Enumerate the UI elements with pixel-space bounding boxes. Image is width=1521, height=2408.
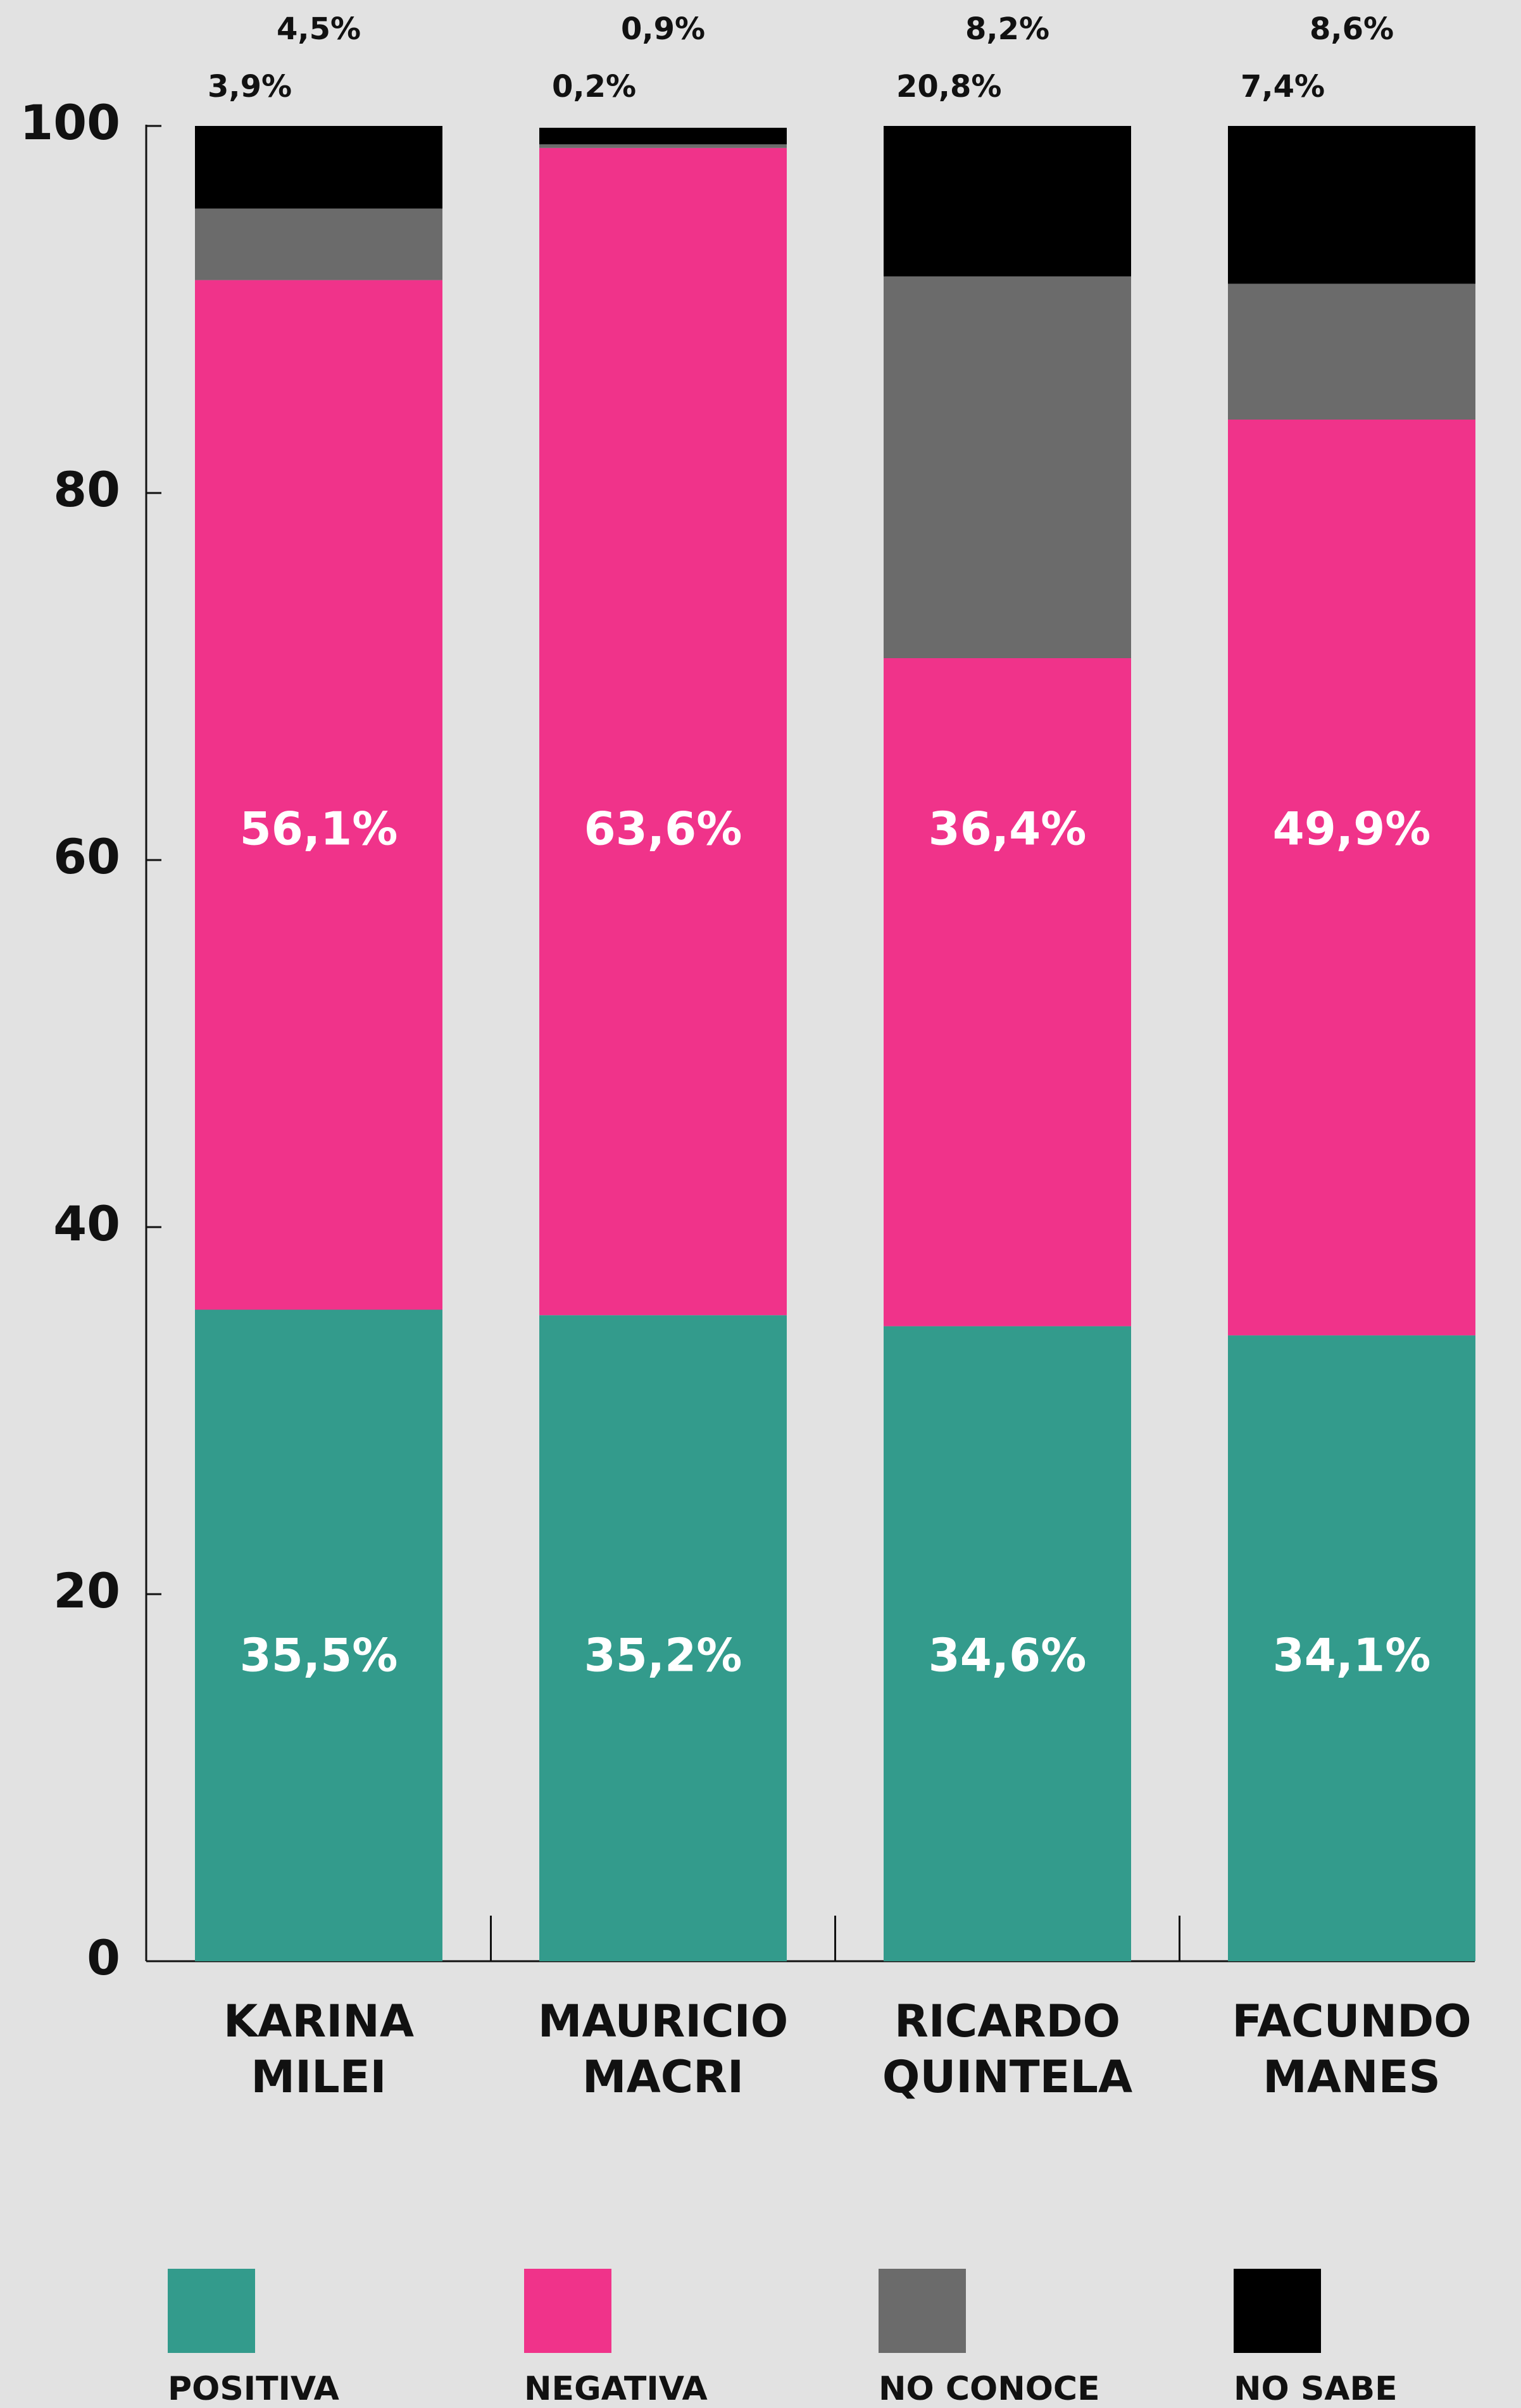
value-label: 7,4% xyxy=(1241,69,1325,104)
bar-segment xyxy=(1228,420,1475,1335)
legend-swatch xyxy=(1234,2269,1321,2353)
value-label: 49,9% xyxy=(1273,802,1431,856)
y-tick-label: 60 xyxy=(53,828,120,885)
value-label: 35,2% xyxy=(584,1629,742,1682)
bar-segment xyxy=(195,209,442,280)
page: 0 20 40 60 80 100 35,5% 56,1% 3,9% 4,5% 35,2% 63,6%… xyxy=(0,0,1521,2408)
value-label: 56,1% xyxy=(240,802,398,856)
bar-segment xyxy=(884,658,1131,1326)
bar-segment xyxy=(195,280,442,1310)
bar-segment xyxy=(539,144,787,148)
value-label: 0,2% xyxy=(552,69,636,104)
category-label: KARINA MILEI xyxy=(223,1993,414,2105)
y-tick-label: 20 xyxy=(53,1563,120,1619)
bar-segment xyxy=(1228,284,1475,420)
value-label: 63,6% xyxy=(584,802,742,856)
legend-swatch xyxy=(879,2269,966,2353)
y-tick-label: 100 xyxy=(20,94,120,151)
bar-segment xyxy=(884,277,1131,658)
bar-segment xyxy=(539,148,787,1315)
legend-swatch xyxy=(168,2269,255,2353)
y-tick-label: 80 xyxy=(53,461,120,518)
bar-segment xyxy=(1228,126,1475,284)
value-label: 34,1% xyxy=(1273,1629,1431,1682)
legend-swatch xyxy=(524,2269,611,2353)
category-label: FACUNDO MANES xyxy=(1232,1993,1471,2105)
value-label: 0,9% xyxy=(621,11,705,47)
value-label: 34,6% xyxy=(929,1629,1087,1682)
legend-label: POSITIVA xyxy=(168,2370,339,2408)
value-label: 35,5% xyxy=(240,1629,398,1682)
bar-segment xyxy=(884,126,1131,277)
bar-segment xyxy=(539,128,787,144)
value-label: 4,5% xyxy=(277,11,361,47)
y-tick-label: 0 xyxy=(87,1930,120,1986)
legend-label: NEGATIVA xyxy=(524,2370,708,2408)
value-label: 20,8% xyxy=(896,69,1002,104)
category-label: MAURICIO MACRI xyxy=(538,1993,788,2105)
value-label: 8,2% xyxy=(965,11,1049,47)
category-label: RICARDO QUINTELA xyxy=(882,1993,1132,2105)
y-tick-label: 40 xyxy=(53,1195,120,1252)
bar-segment xyxy=(195,126,442,209)
value-label: 3,9% xyxy=(208,69,292,104)
value-label: 8,6% xyxy=(1310,11,1394,47)
legend-label: NO CONOCE xyxy=(879,2370,1100,2408)
value-label: 36,4% xyxy=(929,802,1087,856)
legend-label: NO SABE xyxy=(1234,2370,1398,2408)
